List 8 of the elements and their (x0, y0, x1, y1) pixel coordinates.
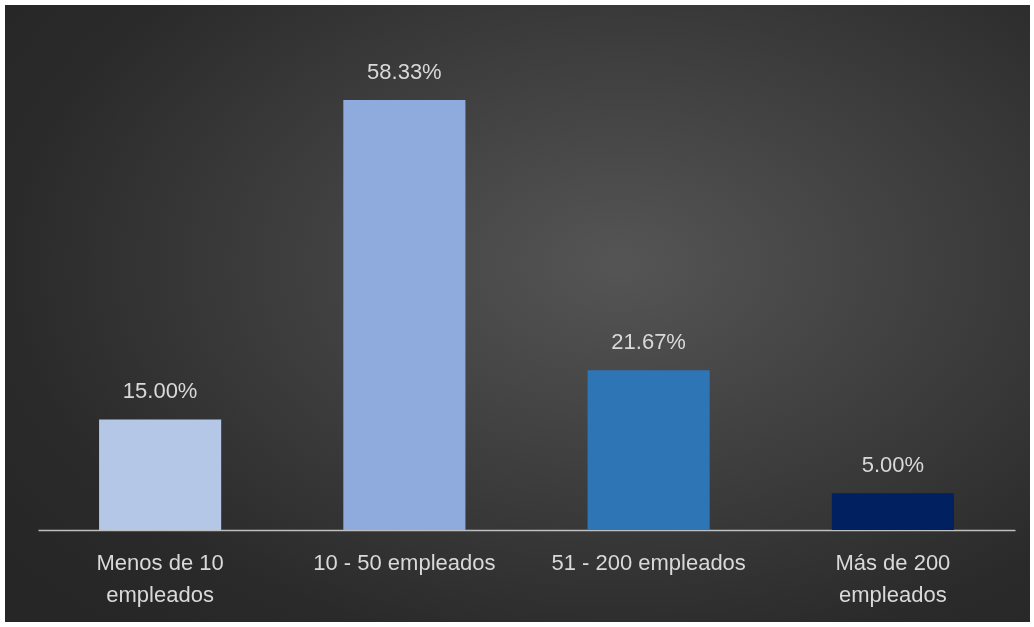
data-label: 15.00% (122, 378, 198, 404)
x-tick-label: 51 - 200 empleados (551, 549, 746, 575)
x-tick-label: Más de 200 empleados (835, 549, 951, 607)
x-tick-label: Menos de 10 empleados (96, 549, 224, 607)
data-label: 58.33% (367, 59, 442, 84)
x-tick-label: 10 - 50 empleados (313, 549, 496, 575)
data-label: 21.67% (611, 329, 686, 355)
data-label: 5.00% (861, 452, 925, 478)
